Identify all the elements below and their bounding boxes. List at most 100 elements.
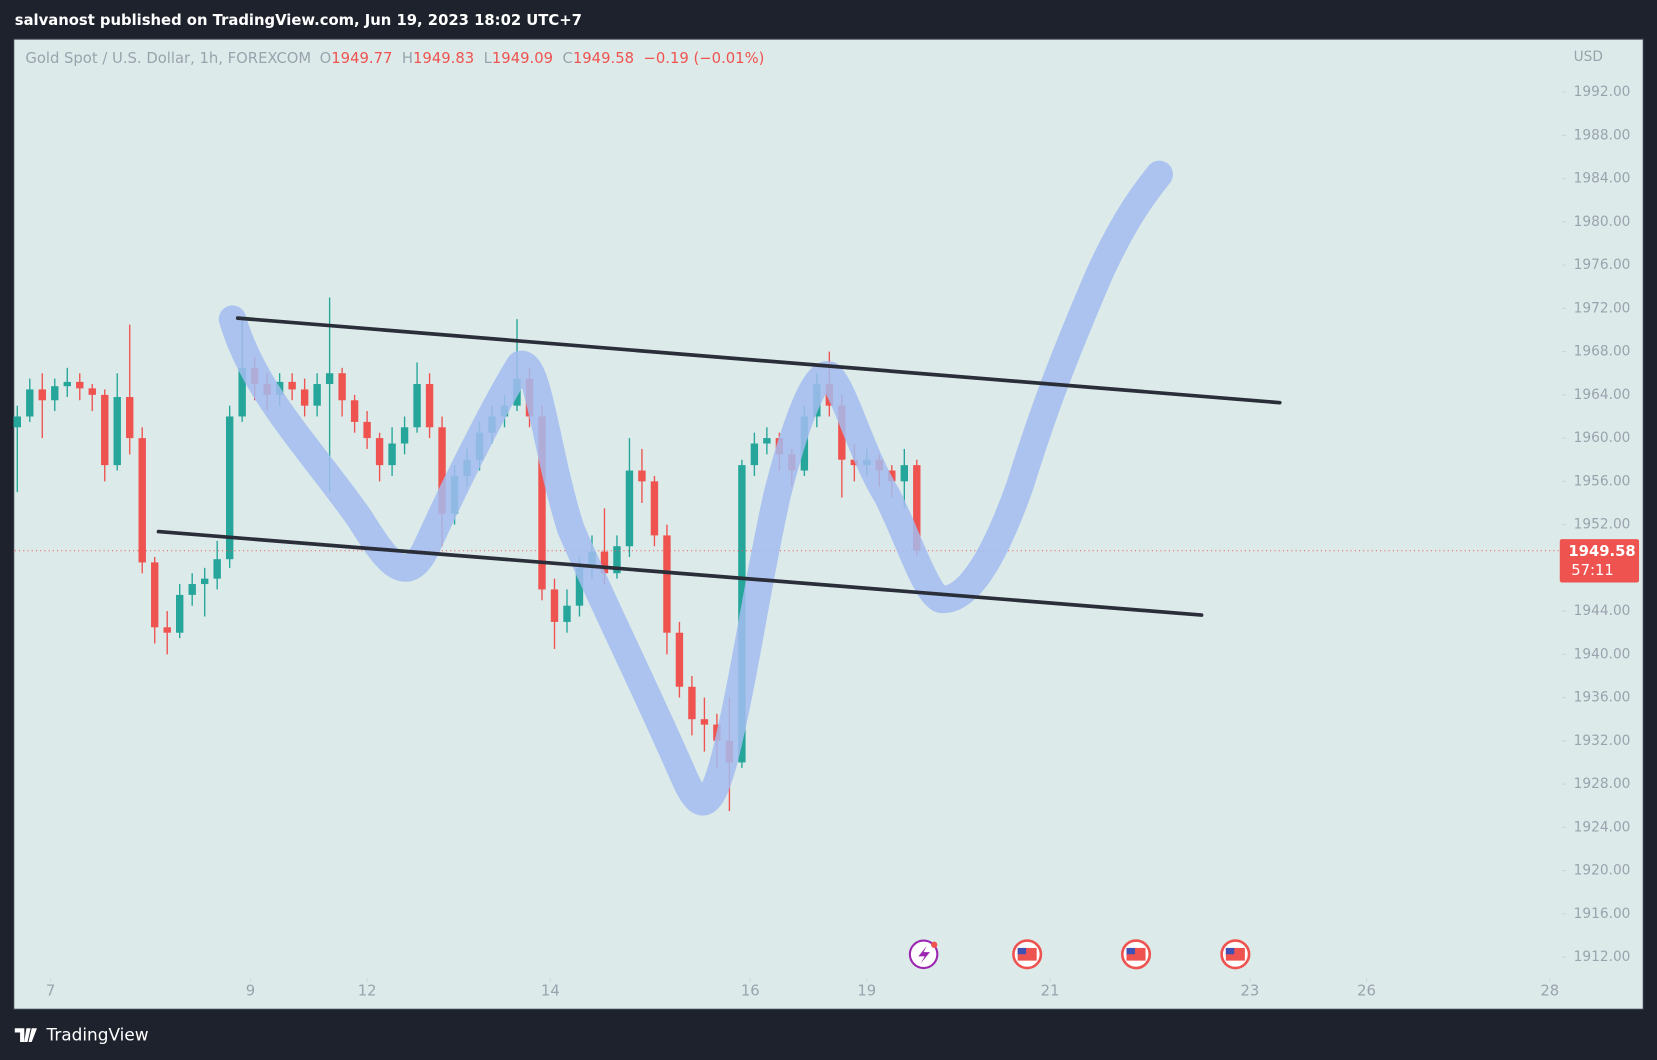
y-tick-label: 1988.00 <box>1574 127 1631 143</box>
candle-body <box>163 627 171 633</box>
ohlc-key: C <box>563 50 573 67</box>
x-tick-label: 16 <box>741 982 760 999</box>
candle-body <box>438 427 446 514</box>
candle-body <box>600 551 609 574</box>
currency: USD <box>1574 49 1603 65</box>
candle-body <box>913 465 921 551</box>
x-tick-label: 21 <box>1041 982 1060 999</box>
y-tick-label: 1928.00 <box>1574 776 1631 792</box>
ohlc-value: 1949.77 <box>331 50 392 67</box>
candle-body <box>425 384 434 428</box>
ohlc-value: 1949.09 <box>492 50 553 67</box>
us-event <box>1220 939 1251 970</box>
brand-name: TradingView <box>45 1025 148 1045</box>
x-tick-label: 9 <box>246 982 255 999</box>
upper-trend-line <box>235 316 1282 405</box>
y-tick-label: 1920.00 <box>1574 863 1631 879</box>
candle-body <box>200 578 209 585</box>
y-tick-label: 1980.00 <box>1574 214 1631 230</box>
event-icons <box>908 939 1251 970</box>
flag-canton <box>1126 947 1135 955</box>
candle-body <box>138 438 146 563</box>
us-event <box>1012 939 1043 970</box>
candle-body <box>400 427 409 444</box>
x-tick-label: 23 <box>1241 982 1260 999</box>
candle-body <box>213 559 221 579</box>
last-price-box <box>1559 539 1640 583</box>
flag-canton <box>1225 947 1235 955</box>
us-event <box>1120 939 1152 970</box>
y-tick-label: 1940.00 <box>1574 646 1631 662</box>
brand-logo <box>14 1028 37 1043</box>
y-tick-label: 1944.00 <box>1574 603 1631 619</box>
candle-body <box>750 443 759 466</box>
ohlc-legend: Gold Spot / U.S. Dollar, 1h, FOREXCOM O19… <box>25 50 764 67</box>
event-dot <box>931 941 938 948</box>
candle-body <box>126 397 134 439</box>
y-tick-label: 1984.00 <box>1574 171 1631 187</box>
candle-body <box>338 373 346 401</box>
y-tick-label: 1992.00 <box>1574 84 1631 100</box>
y-tick-label: 1956.00 <box>1574 473 1631 489</box>
y-tick-label: 1972.00 <box>1574 300 1631 316</box>
y-tick-label: 1936.00 <box>1574 690 1631 706</box>
ohlc-value: 1949.83 <box>413 50 474 67</box>
candle-body <box>900 465 909 482</box>
x-tick-label: 14 <box>541 982 560 999</box>
candle-body <box>288 381 296 390</box>
candle-body <box>188 584 196 595</box>
candle-body <box>688 686 696 720</box>
brand: TradingView <box>14 1025 149 1045</box>
ohlc-key: H <box>402 50 413 67</box>
event-glyph <box>918 945 930 964</box>
projection-curve <box>218 160 1174 816</box>
x-tick-label: 7 <box>46 982 55 999</box>
candle-body <box>375 438 384 466</box>
candle-body <box>413 384 421 428</box>
candle-body <box>550 589 559 622</box>
candle-body <box>763 438 771 444</box>
candle-body <box>238 367 246 417</box>
candle-body <box>101 394 109 466</box>
candle-body <box>625 470 634 547</box>
candle-body <box>613 546 621 574</box>
ohlc-key: L <box>484 50 493 67</box>
x-tick-label: 28 <box>1540 982 1559 999</box>
candle-body <box>700 719 709 725</box>
candle-body <box>388 443 396 466</box>
y-tick-label: 1964.00 <box>1574 387 1631 403</box>
candle-body <box>350 400 359 422</box>
candle-body <box>650 481 659 536</box>
y-tick-label: 1916.00 <box>1574 906 1631 922</box>
candle-body <box>13 416 21 428</box>
candle-body <box>63 381 71 387</box>
candle-body <box>51 386 59 401</box>
lower-trend-line <box>156 529 1204 617</box>
candle-body <box>76 381 84 389</box>
candle-body <box>225 416 234 560</box>
x-tick-label: 12 <box>358 982 377 999</box>
y-tick-label: 1968.00 <box>1574 344 1631 360</box>
change: −0.19 (−0.01%) <box>644 50 765 67</box>
x-tick-label: 19 <box>857 982 876 999</box>
candle-body <box>850 459 859 466</box>
candle-body <box>675 632 684 687</box>
countdown: 57:11 <box>1571 562 1614 579</box>
candle-body <box>88 388 96 395</box>
candle-body <box>300 389 309 406</box>
candle-body <box>538 416 546 590</box>
candle-body <box>151 562 159 628</box>
y-tick-label: 1924.00 <box>1574 819 1631 835</box>
candle-body <box>638 470 646 482</box>
publisher: salvanost published on TradingView.com, … <box>15 12 582 29</box>
chart-pane <box>13 38 1644 1010</box>
candle-body <box>325 373 334 385</box>
candle-body <box>176 594 184 633</box>
candle-body <box>38 389 46 401</box>
candle-body <box>575 567 584 606</box>
y-tick-label: 1976.00 <box>1574 257 1631 273</box>
y-tick-label: 1960.00 <box>1574 430 1631 446</box>
candle-body <box>838 405 846 460</box>
candle-body <box>563 605 571 622</box>
